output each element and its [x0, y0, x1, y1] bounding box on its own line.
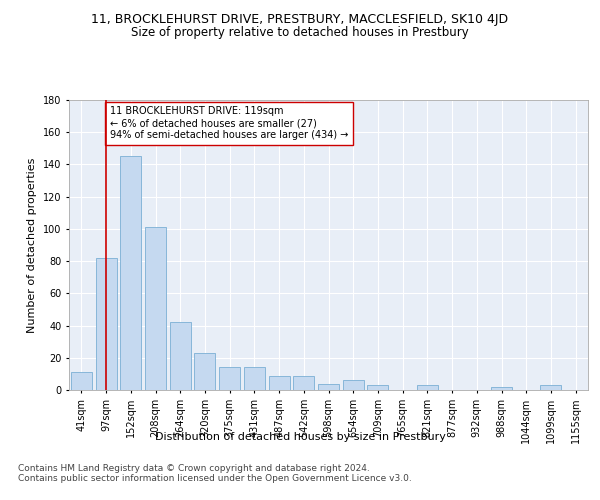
Bar	[244, 368, 265, 390]
Bar	[541, 385, 562, 390]
Bar	[120, 156, 141, 390]
Bar	[95, 258, 116, 390]
Bar	[318, 384, 339, 390]
Bar	[145, 228, 166, 390]
Bar	[293, 376, 314, 390]
Bar	[269, 376, 290, 390]
Bar	[71, 372, 92, 390]
Bar	[367, 385, 388, 390]
Bar	[219, 368, 240, 390]
Bar	[170, 322, 191, 390]
Bar	[194, 353, 215, 390]
Text: 11, BROCKLEHURST DRIVE, PRESTBURY, MACCLESFIELD, SK10 4JD: 11, BROCKLEHURST DRIVE, PRESTBURY, MACCL…	[91, 12, 509, 26]
Text: Distribution of detached houses by size in Prestbury: Distribution of detached houses by size …	[155, 432, 445, 442]
Y-axis label: Number of detached properties: Number of detached properties	[28, 158, 37, 332]
Bar	[417, 385, 438, 390]
Text: Contains HM Land Registry data © Crown copyright and database right 2024.
Contai: Contains HM Land Registry data © Crown c…	[18, 464, 412, 483]
Bar	[491, 387, 512, 390]
Text: 11 BROCKLEHURST DRIVE: 119sqm
← 6% of detached houses are smaller (27)
94% of se: 11 BROCKLEHURST DRIVE: 119sqm ← 6% of de…	[110, 106, 348, 140]
Text: Size of property relative to detached houses in Prestbury: Size of property relative to detached ho…	[131, 26, 469, 39]
Bar	[343, 380, 364, 390]
